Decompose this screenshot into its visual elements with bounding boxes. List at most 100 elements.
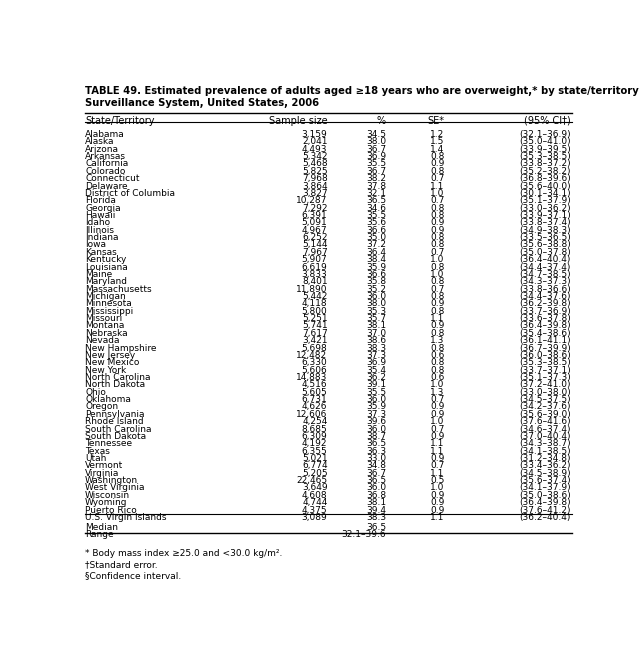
Text: 1.1: 1.1 xyxy=(430,314,444,323)
Text: 14,883: 14,883 xyxy=(296,373,328,382)
Text: Hawaii: Hawaii xyxy=(85,211,115,220)
Text: Vermont: Vermont xyxy=(85,461,123,470)
Text: Tennessee: Tennessee xyxy=(85,439,132,448)
Text: (36.4–39.8): (36.4–39.8) xyxy=(519,498,571,507)
Text: 0.6: 0.6 xyxy=(430,373,444,382)
Text: 8,401: 8,401 xyxy=(302,277,328,286)
Text: (33.9–37.1): (33.9–37.1) xyxy=(519,211,571,220)
Text: (34.2–37.6): (34.2–37.6) xyxy=(519,402,571,412)
Text: Michigan: Michigan xyxy=(85,292,126,301)
Text: 5,021: 5,021 xyxy=(302,454,328,463)
Text: Median: Median xyxy=(85,523,118,532)
Text: New Mexico: New Mexico xyxy=(85,359,140,368)
Text: 1.0: 1.0 xyxy=(430,417,444,426)
Text: 35.2: 35.2 xyxy=(366,285,386,294)
Text: §Confidence interval.: §Confidence interval. xyxy=(85,571,181,580)
Text: 36.6: 36.6 xyxy=(366,270,386,279)
Text: 5,698: 5,698 xyxy=(302,344,328,353)
Text: 11,890: 11,890 xyxy=(296,285,328,294)
Text: (35.1–37.3): (35.1–37.3) xyxy=(519,373,571,382)
Text: (36.8–39.6): (36.8–39.6) xyxy=(519,174,571,183)
Text: Minnesota: Minnesota xyxy=(85,299,132,308)
Text: (33.7–37.1): (33.7–37.1) xyxy=(519,366,571,375)
Text: South Dakota: South Dakota xyxy=(85,432,146,441)
Text: (35.0–41.0): (35.0–41.0) xyxy=(519,138,571,147)
Text: 35.0: 35.0 xyxy=(366,233,386,242)
Text: North Carolina: North Carolina xyxy=(85,373,151,382)
Text: 5,825: 5,825 xyxy=(302,167,328,176)
Text: Alaska: Alaska xyxy=(85,138,115,147)
Text: Mississippi: Mississippi xyxy=(85,307,133,316)
Text: (33.8–36.6): (33.8–36.6) xyxy=(519,285,571,294)
Text: (35.0–38.6): (35.0–38.6) xyxy=(519,491,571,500)
Text: 0.8: 0.8 xyxy=(430,211,444,220)
Text: District of Columbia: District of Columbia xyxy=(85,189,175,198)
Text: 0.8: 0.8 xyxy=(430,359,444,368)
Text: 1.3: 1.3 xyxy=(430,388,444,397)
Text: 7,617: 7,617 xyxy=(302,329,328,338)
Text: (36.4–40.4): (36.4–40.4) xyxy=(520,255,571,264)
Text: (34.3–37.3): (34.3–37.3) xyxy=(519,277,571,286)
Text: 36.7: 36.7 xyxy=(366,167,386,176)
Text: 0.9: 0.9 xyxy=(430,410,444,419)
Text: 0.9: 0.9 xyxy=(430,506,444,514)
Text: Arizona: Arizona xyxy=(85,145,119,154)
Text: Puerto Rico: Puerto Rico xyxy=(85,506,137,514)
Text: Texas: Texas xyxy=(85,446,110,455)
Text: 0.7: 0.7 xyxy=(430,395,444,404)
Text: (35.3–38.5): (35.3–38.5) xyxy=(519,359,571,368)
Text: Maine: Maine xyxy=(85,270,112,279)
Text: 3,833: 3,833 xyxy=(302,270,328,279)
Text: 36.8: 36.8 xyxy=(366,491,386,500)
Text: 2,041: 2,041 xyxy=(302,138,328,147)
Text: South Carolina: South Carolina xyxy=(85,424,151,433)
Text: 0.9: 0.9 xyxy=(430,402,444,412)
Text: Rhode Island: Rhode Island xyxy=(85,417,144,426)
Text: (37.0–40.4): (37.0–40.4) xyxy=(519,432,571,441)
Text: 39.1: 39.1 xyxy=(366,380,386,390)
Text: 5,342: 5,342 xyxy=(302,152,328,161)
Text: 38.6: 38.6 xyxy=(366,336,386,345)
Text: 35.5: 35.5 xyxy=(366,211,386,220)
Text: 38.1: 38.1 xyxy=(366,498,386,507)
Text: Range: Range xyxy=(85,530,113,539)
Text: 0.8: 0.8 xyxy=(430,292,444,301)
Text: 4,192: 4,192 xyxy=(302,439,328,448)
Text: 0.8: 0.8 xyxy=(430,307,444,316)
Text: 38.1: 38.1 xyxy=(366,322,386,331)
Text: New York: New York xyxy=(85,366,126,375)
Text: 36.5: 36.5 xyxy=(366,476,386,485)
Text: (34.7–38.5): (34.7–38.5) xyxy=(519,270,571,279)
Text: 7,292: 7,292 xyxy=(302,203,328,213)
Text: 0.5: 0.5 xyxy=(430,476,444,485)
Text: 4,516: 4,516 xyxy=(302,380,328,390)
Text: (34.5–37.5): (34.5–37.5) xyxy=(519,395,571,404)
Text: 37.2: 37.2 xyxy=(366,240,386,249)
Text: (35.3–38.5): (35.3–38.5) xyxy=(519,152,571,161)
Text: Alabama: Alabama xyxy=(85,130,125,139)
Text: 36.4: 36.4 xyxy=(366,248,386,257)
Text: 6,619: 6,619 xyxy=(302,262,328,271)
Text: (30.1–34.1): (30.1–34.1) xyxy=(519,189,571,198)
Text: 5,605: 5,605 xyxy=(302,388,328,397)
Text: Arkansas: Arkansas xyxy=(85,152,126,161)
Text: 38.0: 38.0 xyxy=(366,138,386,147)
Text: 6,252: 6,252 xyxy=(302,233,328,242)
Text: 35.9: 35.9 xyxy=(366,402,386,412)
Text: Wyoming: Wyoming xyxy=(85,498,128,507)
Text: †Standard error.: †Standard error. xyxy=(85,560,158,569)
Text: 6,391: 6,391 xyxy=(302,211,328,220)
Text: (36.7–39.9): (36.7–39.9) xyxy=(519,344,571,353)
Text: 0.9: 0.9 xyxy=(430,498,444,507)
Text: Iowa: Iowa xyxy=(85,240,106,249)
Text: (35.6–39.0): (35.6–39.0) xyxy=(519,410,571,419)
Text: (33.7–36.9): (33.7–36.9) xyxy=(519,307,571,316)
Text: 0.9: 0.9 xyxy=(430,160,444,169)
Text: 38.7: 38.7 xyxy=(366,432,386,441)
Text: 32.1: 32.1 xyxy=(366,189,386,198)
Text: (33.8–37.2): (33.8–37.2) xyxy=(519,160,571,169)
Text: 12,482: 12,482 xyxy=(296,351,328,360)
Text: 35.6: 35.6 xyxy=(366,218,386,227)
Text: 36.0: 36.0 xyxy=(366,483,386,492)
Text: (36.2–39.8): (36.2–39.8) xyxy=(519,299,571,308)
